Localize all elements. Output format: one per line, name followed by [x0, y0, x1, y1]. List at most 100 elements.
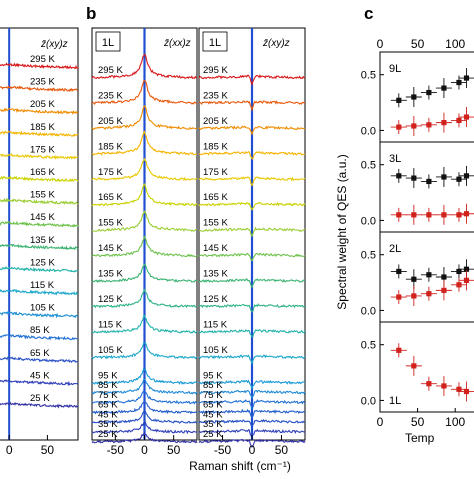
- panel-b-spectrum: [198, 201, 306, 211]
- panel-a-temp-label: 85 K: [30, 325, 50, 336]
- panel-b-xtick-label: 50: [167, 443, 181, 457]
- panel-a-temp-label: 25 K: [30, 393, 50, 404]
- panel-a-spectrum: [0, 107, 79, 115]
- panel-a-spectrum: [0, 152, 79, 160]
- panel-a-temp-label: 145 K: [30, 212, 55, 223]
- panel-b-temp-label: 105 K: [98, 345, 123, 356]
- panel-b-temp-label: 115 K: [203, 319, 228, 330]
- panel-b-temp-label: 175 K: [98, 167, 123, 178]
- panel-b-spectrum: [198, 438, 306, 449]
- panel-b-temp-label: 175 K: [203, 167, 228, 178]
- panel-c-layer-label: 3L: [389, 153, 401, 165]
- panel-a-temp-label: 165 K: [30, 167, 55, 178]
- panel-c-point: [456, 79, 462, 86]
- panel-c-point: [463, 277, 470, 283]
- panel-b-spectrum: [198, 398, 306, 411]
- panel-c-point: [411, 123, 417, 129]
- panel-a-temp-label: 235 K: [30, 77, 55, 88]
- panel-c-point: [426, 122, 432, 128]
- panel-c-point: [441, 120, 447, 126]
- panel-c-point: [441, 383, 447, 389]
- panel-b-temp-label: 115 K: [98, 319, 123, 330]
- panel-b-temp-label: 135 K: [98, 269, 123, 280]
- panel-c-y-axis-label: Spectral weight of QES (a.u.): [335, 154, 349, 309]
- panel-c-layer-label: 9L: [389, 63, 401, 75]
- panel-c-point: [463, 114, 470, 120]
- panel-b-spectrum: [91, 288, 198, 309]
- panel-a-temp-label: 125 K: [30, 257, 55, 268]
- panel-b-temp-label: 125 K: [98, 294, 123, 305]
- panel-a-xtick-label: 50: [41, 443, 55, 457]
- panel-a-spectrum: [0, 402, 79, 409]
- panel-a-polarization: z̄(xy)z: [40, 39, 68, 50]
- panel-b-spectrum: [91, 390, 198, 405]
- panel-b-spectrum: [91, 105, 198, 131]
- panel-a-spectrum: [0, 356, 79, 364]
- panel-b-layer-label: 1L: [209, 37, 221, 49]
- panel-b-spectrum: [91, 79, 198, 106]
- panel-b-spectrum: [91, 209, 198, 233]
- panel-c-point: [426, 212, 432, 218]
- panel-c-point: [463, 173, 470, 179]
- panel-b-temp-label: 105 K: [203, 345, 228, 356]
- panel-b-spectrum: [199, 150, 306, 160]
- panel-b-temp-label: 95 K: [203, 370, 223, 381]
- panel-b-spectrum: [198, 389, 306, 400]
- panel-a-spectrum: [0, 220, 79, 228]
- panel-b-right: 295 K 235 K 205 K 185 K 175 K 165 K 155 K 145 K…: [198, 27, 306, 457]
- panel-c-letter: c: [364, 4, 373, 23]
- panel-b-left: 295 K 235 K 205 K 185 K 175 K 165 K 155 K 145 K…: [91, 27, 198, 457]
- panel-c-point: [411, 363, 417, 369]
- panel-c-point: [426, 381, 432, 387]
- panel-b-spectrum: [91, 53, 198, 80]
- panel-c-ytick-label: 0.0: [361, 395, 376, 407]
- panel-c-ytick-label: 0.5: [361, 70, 376, 82]
- panel-c-ytick-label: 0.5: [361, 160, 376, 172]
- panel-b-polarization: z̄(xx)z: [163, 38, 191, 49]
- panel-b-temp-label: 125 K: [203, 294, 228, 305]
- panel-c-ytick-label: 0.0: [361, 305, 376, 317]
- panel-c-ytick-label: 0.0: [361, 215, 376, 227]
- panel-b-spectrum: [198, 176, 306, 187]
- panel-a-spectrum: [0, 175, 79, 183]
- panel-c-x-axis-label: Temp: [405, 431, 435, 445]
- panel-c-point: [441, 212, 447, 218]
- panel-c-layer-label: 2L: [389, 243, 401, 255]
- panel-b-spectrum: [198, 408, 306, 420]
- panel-b-temp-label: 75 K: [203, 390, 223, 401]
- panel-b-xtick-label: 0: [249, 443, 256, 457]
- panel-c-top-tick-label: 0: [377, 37, 384, 51]
- panel-b-xtick-label: 50: [275, 443, 289, 457]
- panel-c-point: [426, 178, 432, 185]
- panel-c-point: [411, 212, 417, 218]
- panel-b-temp-label: 35 K: [98, 419, 118, 430]
- panel-c-point: [396, 97, 402, 103]
- panel-c-point: [463, 75, 470, 81]
- panel-b-temp-label: 235 K: [203, 90, 228, 101]
- panel-a-spectrum: [0, 197, 79, 205]
- panel-b-temp-label: 145 K: [98, 243, 123, 254]
- panel-b-xtick-label: -50: [107, 443, 125, 457]
- panel-c-point: [456, 212, 462, 218]
- panel-b-xtick-label: -50: [214, 443, 232, 457]
- panel-b-spectrum: [91, 368, 198, 385]
- panel-b-temp-label: 295 K: [98, 65, 123, 76]
- panel-c-point: [456, 282, 462, 288]
- panel-a-spectrum: [0, 85, 79, 93]
- panel-c-xtick-label: 50: [411, 415, 425, 429]
- panel-c-point: [463, 388, 470, 395]
- panel-b-spectrum: [198, 303, 306, 313]
- panel-c-point: [396, 212, 402, 218]
- panel-a-temp-label: 185 K: [30, 122, 55, 133]
- panel-c-point: [426, 272, 432, 278]
- panel-b-temp-label: 65 K: [203, 400, 223, 411]
- panel-b-temp-label: 135 K: [203, 269, 228, 280]
- panel-b-temp-label: 145 K: [203, 243, 228, 254]
- panel-b-spectrum: [198, 418, 306, 429]
- panel-a-temp-label: 115 K: [30, 280, 55, 291]
- panel-c-point: [426, 89, 432, 96]
- panel-a-frame: [0, 27, 79, 441]
- panel-a-spectrum: [0, 62, 79, 70]
- panel-b-spectrum: [91, 378, 198, 396]
